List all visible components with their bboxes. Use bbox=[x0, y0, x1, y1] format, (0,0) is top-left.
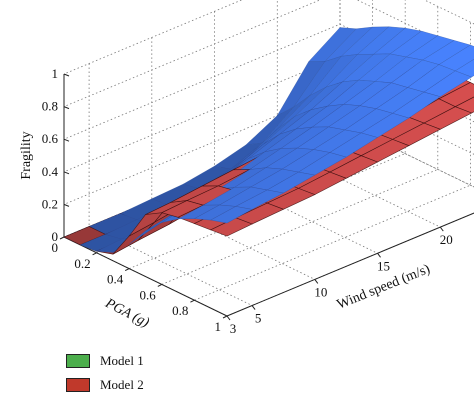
z-axis-label: Fragility bbox=[19, 131, 34, 179]
z-tick bbox=[63, 203, 70, 207]
y-tick-label: 15 bbox=[377, 258, 390, 273]
z-tick bbox=[63, 171, 70, 175]
y-tick bbox=[226, 315, 231, 321]
y-tick bbox=[377, 252, 381, 258]
x-tick bbox=[157, 283, 163, 287]
x-axis-line bbox=[63, 236, 228, 317]
x-tick-label: 0.6 bbox=[140, 287, 157, 302]
legend-label: Model 1 bbox=[100, 353, 144, 368]
y-tick-label: 5 bbox=[255, 311, 262, 326]
z-tick-label: 0 bbox=[52, 229, 59, 244]
grid-line bbox=[63, 0, 474, 75]
z-tick-label: 0.6 bbox=[42, 131, 59, 146]
legend-swatch bbox=[66, 378, 90, 392]
legend-swatch bbox=[66, 354, 90, 368]
axes-frame bbox=[59, 73, 474, 321]
legend-item-model-2: Model 2 bbox=[66, 374, 144, 396]
x-tick-label: 0.8 bbox=[172, 303, 188, 318]
x-tick bbox=[190, 299, 195, 303]
x-tick bbox=[59, 236, 65, 240]
y-tick bbox=[251, 305, 256, 310]
y-axis-line bbox=[226, 212, 474, 317]
z-tick bbox=[63, 73, 70, 77]
y-tick-label: 10 bbox=[314, 284, 327, 299]
legend-item-model-1: Model 1 bbox=[66, 350, 144, 372]
y-tick-label: 3 bbox=[230, 321, 237, 336]
x-tick-label: 0.2 bbox=[74, 256, 90, 271]
z-tick-label: 0.4 bbox=[42, 164, 59, 179]
legend: Model 1 Model 2 bbox=[66, 350, 144, 398]
y-tick-label: 20 bbox=[440, 232, 453, 247]
y-tick bbox=[314, 279, 319, 284]
x-tick bbox=[222, 315, 228, 319]
z-tick-label: 0.2 bbox=[42, 196, 58, 211]
x-tick-label: 0 bbox=[52, 240, 59, 255]
z-tick bbox=[63, 138, 70, 142]
x-tick bbox=[124, 268, 130, 272]
x-tick-label: 1 bbox=[215, 319, 222, 334]
surfaces bbox=[63, 26, 474, 255]
z-tick-label: 0.8 bbox=[42, 99, 58, 114]
legend-label: Model 2 bbox=[100, 377, 144, 392]
y-tick bbox=[439, 226, 444, 232]
z-tick-label: 1 bbox=[52, 66, 59, 81]
z-tick bbox=[63, 106, 70, 110]
x-tick bbox=[92, 252, 97, 256]
surface-model-1-patch bbox=[210, 206, 253, 224]
x-tick-label: 0.4 bbox=[107, 272, 124, 287]
